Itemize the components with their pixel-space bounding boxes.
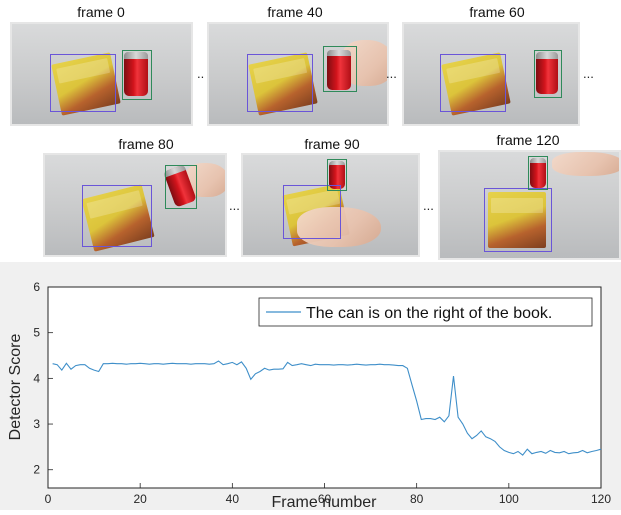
legend-label: The can is on the right of the book. bbox=[306, 305, 552, 322]
detector-score-chart: 0 20 40 60 80 100 120 2 3 4 5 6 The can is on the r… bbox=[0, 262, 621, 511]
frame-image-90 bbox=[241, 153, 420, 257]
soda-can bbox=[530, 158, 546, 188]
y-tick-label: 5 bbox=[33, 326, 40, 340]
can-bounding-box bbox=[528, 156, 548, 190]
soda-can bbox=[124, 52, 148, 96]
ellipsis: .. bbox=[197, 66, 205, 81]
series-line bbox=[52, 360, 602, 456]
hand bbox=[552, 152, 619, 176]
x-tick-label: 0 bbox=[45, 492, 52, 506]
frame-label-40: frame 40 bbox=[267, 4, 323, 20]
x-tick-label: 80 bbox=[410, 492, 424, 506]
book-bounding-box bbox=[440, 54, 506, 112]
soda-can bbox=[536, 52, 558, 94]
book-bounding-box bbox=[247, 54, 313, 112]
x-axis-label: Frame number bbox=[272, 494, 378, 510]
can-bounding-box bbox=[534, 50, 562, 98]
ellipsis: ... bbox=[386, 66, 397, 81]
frame-label-80: frame 80 bbox=[118, 136, 174, 152]
legend: The can is on the right of the book. bbox=[258, 297, 593, 327]
can-bounding-box bbox=[165, 165, 197, 209]
book-bounding-box bbox=[82, 185, 152, 247]
frame-label-60: frame 60 bbox=[469, 4, 525, 20]
can-bounding-box bbox=[323, 46, 357, 92]
book-bounding-box bbox=[50, 54, 116, 112]
y-tick-label: 4 bbox=[33, 371, 40, 385]
book bbox=[488, 192, 546, 248]
frame-image-120 bbox=[438, 150, 621, 260]
y-tick-label: 6 bbox=[33, 280, 40, 294]
frame-image-0 bbox=[10, 22, 193, 126]
frame-label-120: frame 120 bbox=[496, 132, 560, 148]
x-tick-label: 120 bbox=[591, 492, 611, 506]
frame-image-80 bbox=[43, 153, 227, 257]
ellipsis: ... bbox=[229, 198, 240, 213]
ellipsis: ... bbox=[423, 198, 434, 213]
frame-image-40 bbox=[207, 22, 389, 126]
x-tick-label: 40 bbox=[226, 492, 240, 506]
can-bounding-box bbox=[122, 50, 152, 100]
hand bbox=[297, 207, 381, 247]
x-tick-label: 20 bbox=[133, 492, 147, 506]
legend-box bbox=[258, 297, 593, 327]
can-bounding-box bbox=[327, 159, 347, 191]
soda-can bbox=[327, 50, 351, 90]
ellipsis: ... bbox=[583, 66, 594, 81]
frame-label-90: frame 90 bbox=[304, 136, 360, 152]
x-tick-label: 100 bbox=[499, 492, 519, 506]
frame-label-0: frame 0 bbox=[77, 4, 125, 20]
y-axis-label: Detector Score bbox=[7, 334, 24, 441]
soda-can bbox=[329, 161, 345, 189]
chart-svg: 0 20 40 60 80 100 120 2 3 4 5 6 The can is on the r… bbox=[7, 280, 611, 511]
book-bounding-box bbox=[484, 188, 552, 252]
y-tick-label: 3 bbox=[33, 417, 40, 431]
x-tick-label: 60 bbox=[318, 492, 332, 506]
frame-image-60 bbox=[402, 22, 580, 126]
book-bounding-box bbox=[283, 185, 341, 239]
y-tick-label: 2 bbox=[33, 463, 40, 477]
